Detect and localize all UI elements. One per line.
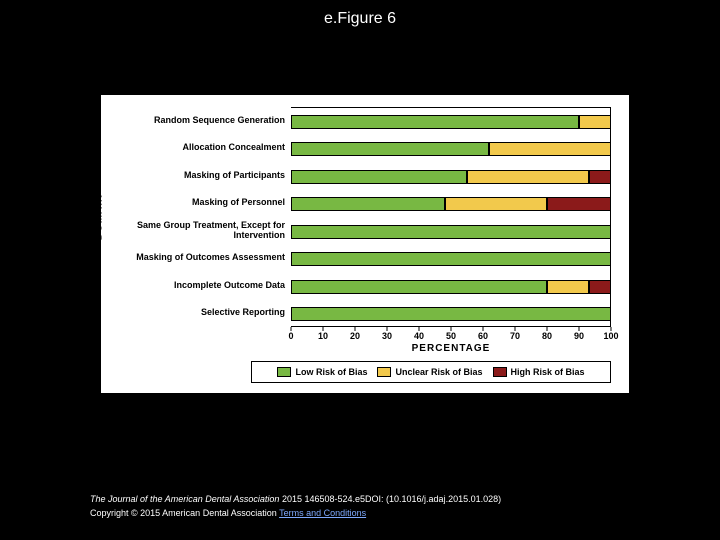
legend-label-low: Low Risk of Bias xyxy=(295,367,367,377)
x-tick-label: 20 xyxy=(350,331,360,341)
y-category-labels: Random Sequence Generation Allocation Con… xyxy=(101,107,289,327)
x-tick-label: 10 xyxy=(318,331,328,341)
x-tick-label: 80 xyxy=(542,331,552,341)
bar-segment xyxy=(489,142,611,156)
plot-area xyxy=(291,107,611,327)
bar-segment xyxy=(579,115,611,129)
bar-segment xyxy=(467,170,589,184)
bar-segment xyxy=(291,197,445,211)
journal-name: The Journal of the American Dental Assoc… xyxy=(90,494,279,504)
y-category-label: Random Sequence Generation xyxy=(101,116,285,126)
legend-item-unclear: Unclear Risk of Bias xyxy=(377,367,482,377)
legend-item-high: High Risk of Bias xyxy=(493,367,585,377)
bar-segment xyxy=(291,225,611,239)
legend-label-high: High Risk of Bias xyxy=(511,367,585,377)
x-tick-label: 60 xyxy=(478,331,488,341)
x-tick-label: 70 xyxy=(510,331,520,341)
x-tick-label: 100 xyxy=(603,331,618,341)
bar-segment xyxy=(291,142,489,156)
bar-segment xyxy=(291,170,467,184)
copyright-text: Copyright © 2015 American Dental Associa… xyxy=(90,508,279,518)
bar-row xyxy=(291,115,610,129)
citation-details: 2015 146508-524.e5DOI: (10.1016/j.adaj.2… xyxy=(279,494,501,504)
bar-segment xyxy=(589,170,611,184)
citation-line1: The Journal of the American Dental Assoc… xyxy=(90,493,501,507)
legend-label-unclear: Unclear Risk of Bias xyxy=(395,367,482,377)
y-category-label: Masking of Outcomes Assessment xyxy=(101,253,285,263)
y-category-label: Same Group Treatment, Except for Interve… xyxy=(101,221,285,241)
bar-row xyxy=(291,225,610,239)
bar-segment xyxy=(291,115,579,129)
legend-item-low: Low Risk of Bias xyxy=(277,367,367,377)
citation-block: The Journal of the American Dental Assoc… xyxy=(90,493,501,520)
bar-segment xyxy=(589,280,611,294)
y-category-label: Allocation Concealment xyxy=(101,143,285,153)
y-category-label: Incomplete Outcome Data xyxy=(101,281,285,291)
bar-segment xyxy=(291,307,611,321)
x-tick-label: 40 xyxy=(414,331,424,341)
swatch-low xyxy=(277,367,291,377)
x-tick-label: 50 xyxy=(446,331,456,341)
figure-title: e.Figure 6 xyxy=(0,0,720,28)
y-category-label: Selective Reporting xyxy=(101,308,285,318)
legend: Low Risk of Bias Unclear Risk of Bias Hi… xyxy=(251,361,611,383)
citation-line2: Copyright © 2015 American Dental Associa… xyxy=(90,507,501,521)
x-axis-label: PERCENTAGE xyxy=(291,343,611,354)
bar-segment xyxy=(547,197,611,211)
page-root: e.Figure 6 DOMAIN Random Sequence Genera… xyxy=(0,0,720,540)
x-tick-label: 90 xyxy=(574,331,584,341)
bar-segment xyxy=(547,280,589,294)
bar-row xyxy=(291,142,610,156)
bar-row xyxy=(291,252,610,266)
bar-row xyxy=(291,307,610,321)
bar-row xyxy=(291,170,610,184)
x-tick-label: 30 xyxy=(382,331,392,341)
swatch-high xyxy=(493,367,507,377)
x-tick-label: 0 xyxy=(288,331,293,341)
x-ticks: 0102030405060708090100 xyxy=(291,327,611,343)
bar-row xyxy=(291,280,610,294)
bar-segment xyxy=(291,280,547,294)
terms-link[interactable]: Terms and Conditions xyxy=(279,508,366,518)
y-category-label: Masking of Personnel xyxy=(101,198,285,208)
bar-segment xyxy=(445,197,547,211)
bar-row xyxy=(291,197,610,211)
y-category-label: Masking of Participants xyxy=(101,171,285,181)
swatch-unclear xyxy=(377,367,391,377)
chart-container: DOMAIN Random Sequence GenerationAllocat… xyxy=(100,94,630,394)
bar-segment xyxy=(291,252,611,266)
